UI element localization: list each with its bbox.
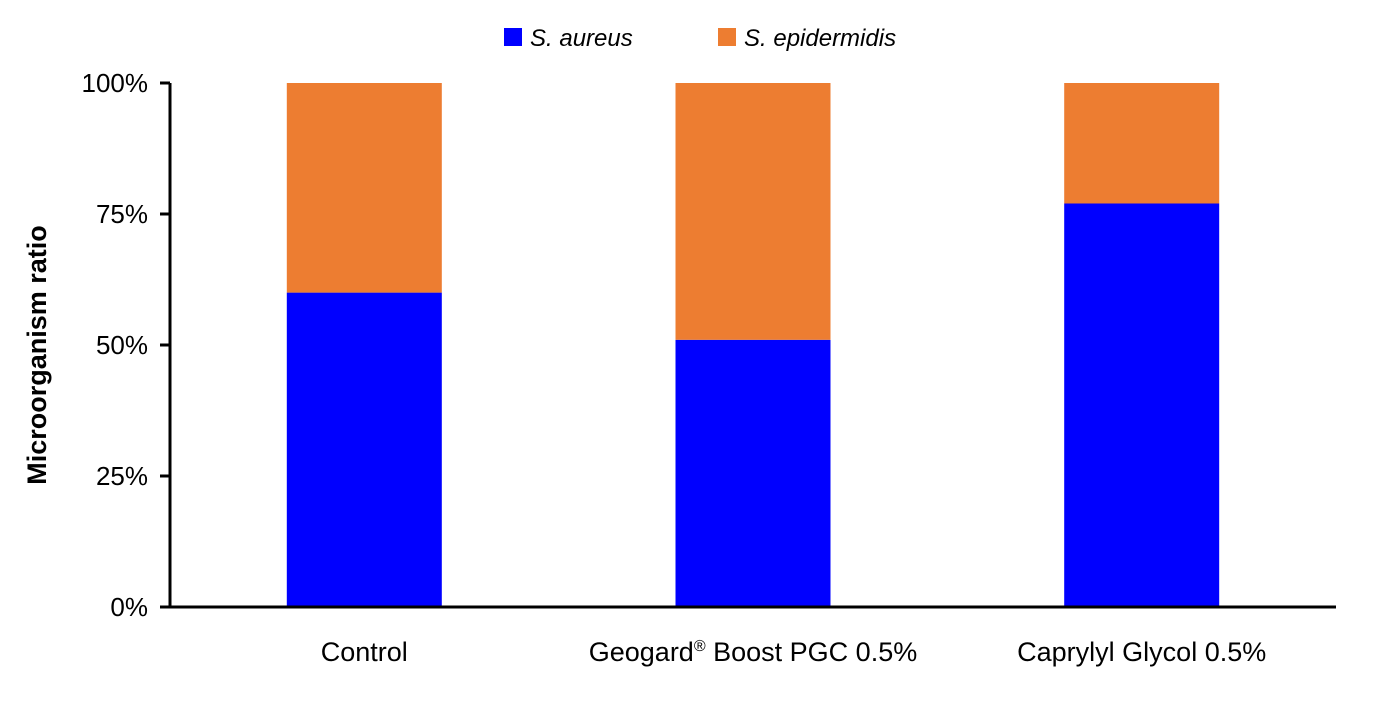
legend-label-s-aureus: S. aureus xyxy=(530,25,633,52)
y-axis-title: Microorganism ratio xyxy=(22,225,52,485)
x-category-label: Geogard® Boost PGC 0.5% xyxy=(589,637,917,667)
legend-label-s-epidermidis: S. epidermidis xyxy=(744,25,896,52)
y-tick-label: 25% xyxy=(96,461,148,491)
y-tick-label: 75% xyxy=(96,199,148,229)
bar-s-epidermidis-2 xyxy=(1064,83,1220,204)
x-category-labels: Control Geogard® Boost PGC 0.5% Caprylyl G… xyxy=(321,637,1266,667)
bars xyxy=(286,83,1220,607)
y-tick-label: 0% xyxy=(110,592,148,622)
y-ticks: 0% 25% 50% 75% 100% xyxy=(82,68,170,622)
bar-s-aureus-0 xyxy=(286,292,442,607)
x-category-label: Control xyxy=(321,637,408,667)
y-tick-label: 50% xyxy=(96,330,148,360)
bar-s-epidermidis-0 xyxy=(286,83,442,293)
legend: S. aureus S. epidermidis xyxy=(504,25,896,52)
x-category-label: Caprylyl Glycol 0.5% xyxy=(1017,637,1266,667)
bar-s-aureus-2 xyxy=(1064,203,1220,607)
bar-s-aureus-1 xyxy=(675,339,831,607)
bar-s-epidermidis-1 xyxy=(675,83,831,340)
legend-swatch-s-aureus xyxy=(504,28,522,46)
legend-swatch-s-epidermidis xyxy=(718,28,736,46)
y-tick-label: 100% xyxy=(82,68,149,98)
